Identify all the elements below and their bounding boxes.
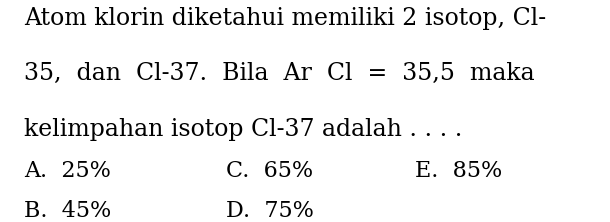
- Text: A.  25%: A. 25%: [24, 160, 111, 182]
- Text: Atom klorin diketahui memiliki 2 isotop, Cl-: Atom klorin diketahui memiliki 2 isotop,…: [24, 7, 547, 30]
- Text: kelimpahan isotop Cl-37 adalah . . . .: kelimpahan isotop Cl-37 adalah . . . .: [24, 118, 463, 141]
- Text: C.  65%: C. 65%: [226, 160, 313, 182]
- Text: 35,  dan  Cl-37.  Bila  Ar  Cl  =  35,5  maka: 35, dan Cl-37. Bila Ar Cl = 35,5 maka: [24, 62, 535, 85]
- Text: D.  75%: D. 75%: [226, 200, 314, 222]
- Text: E.  85%: E. 85%: [415, 160, 502, 182]
- Text: B.  45%: B. 45%: [24, 200, 112, 222]
